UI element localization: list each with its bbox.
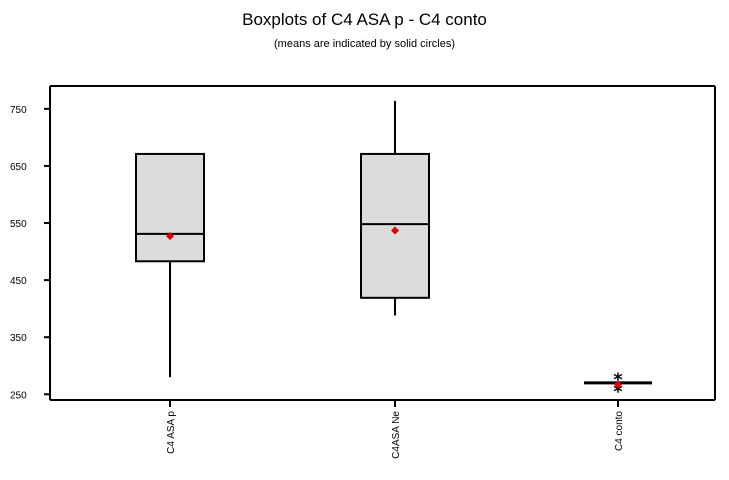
box-group (360, 100, 430, 316)
chart-subtitle: (means are indicated by solid circles) (274, 38, 455, 50)
box-group (135, 152, 205, 378)
axes: 250 350 450 550 650 750 C4 ASA p C4ASA Ne C4 con… (10, 85, 716, 459)
box-group: ** (584, 369, 652, 402)
y-tick-label: 350 (10, 333, 27, 344)
x-tick-label: C4 ASA p (166, 411, 177, 454)
y-tick-label: 550 (10, 219, 27, 230)
y-tick-label: 650 (10, 162, 27, 173)
x-tick-label: C4 conto (614, 411, 625, 451)
box (360, 152, 430, 299)
mean-point (614, 380, 622, 389)
outlier-point: * (613, 369, 623, 390)
x-tick-label: C4ASA Ne (391, 411, 402, 459)
mean-point (391, 226, 399, 235)
boxes: ** (135, 100, 652, 402)
chart-title: Boxplots of C4 ASA p - C4 conto (242, 10, 487, 29)
outlier-point: * (613, 381, 623, 402)
mean-point (166, 232, 174, 241)
box (135, 152, 205, 263)
y-tick-label: 750 (10, 105, 27, 116)
y-tick-label: 250 (10, 390, 27, 401)
y-tick-label: 450 (10, 276, 27, 287)
